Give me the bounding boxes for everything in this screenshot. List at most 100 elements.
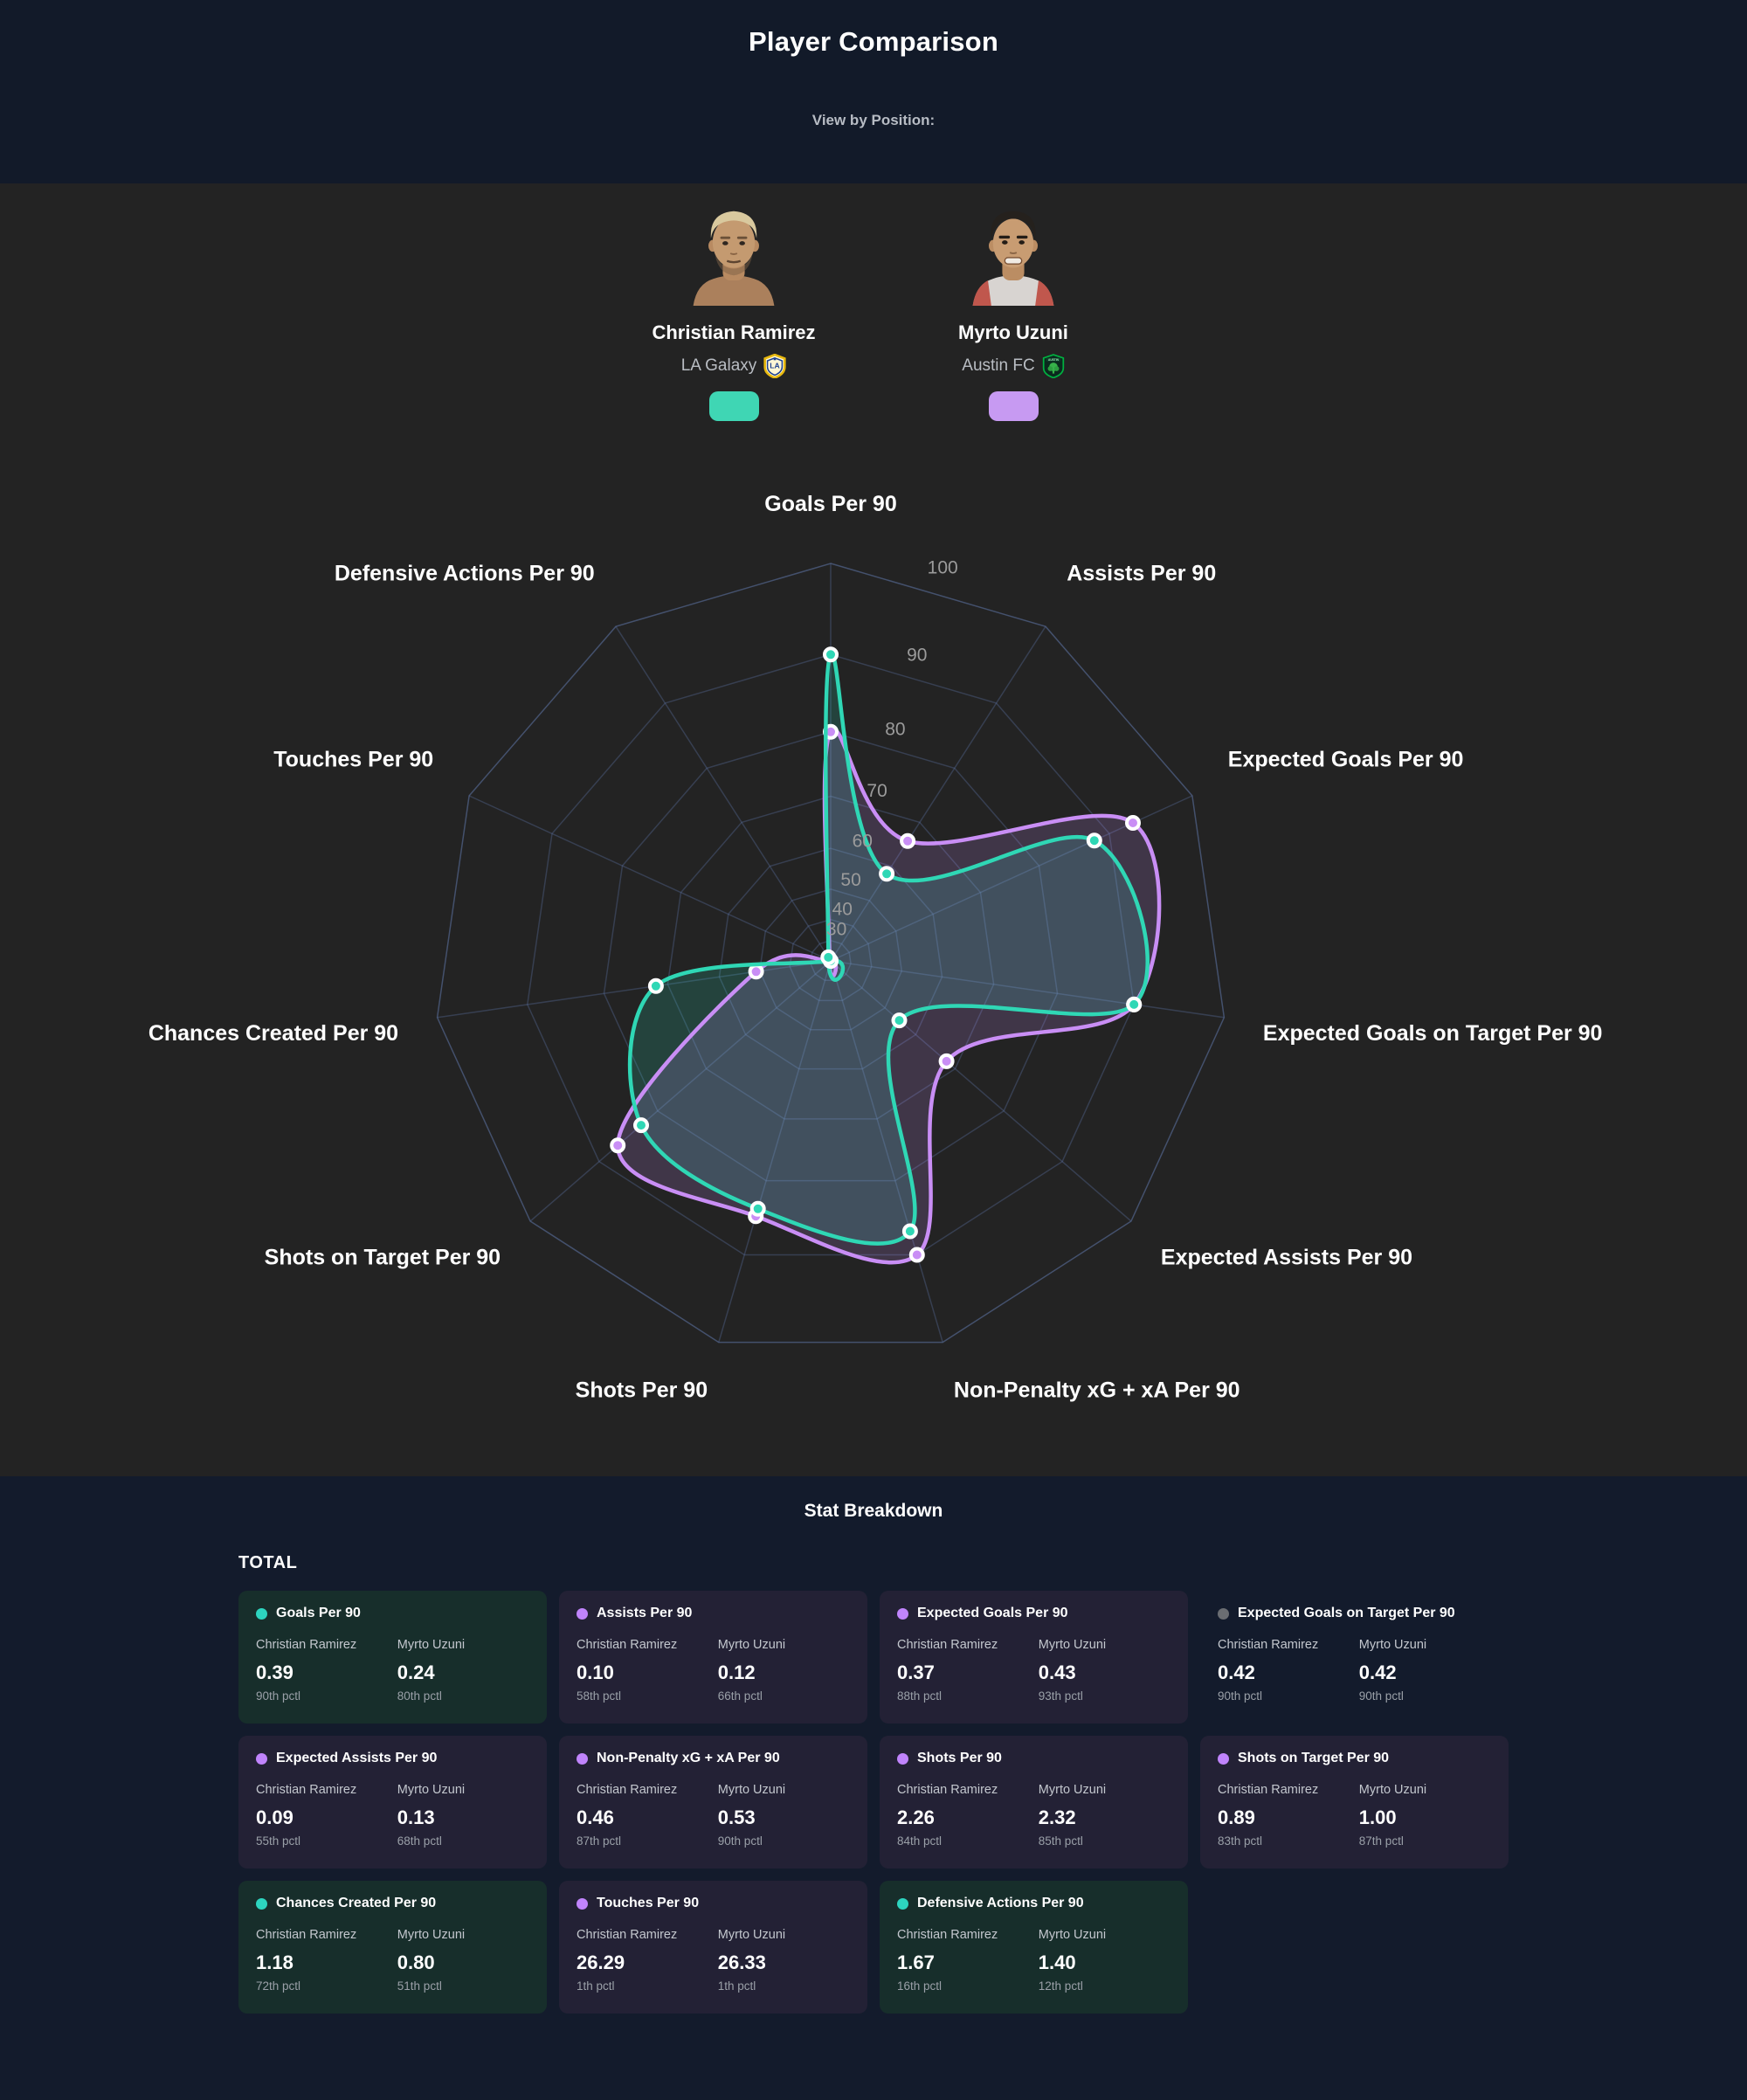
stat-winner-dot (256, 1752, 267, 1765)
radar-data-point-uzuni (1125, 815, 1141, 831)
stat-card-player1-column: Christian Ramirez 1.18 72th pctl (256, 1928, 397, 1993)
player2-value: 1.00 (1358, 1806, 1397, 1828)
stat-card: Non-Penalty xG + xA Per 90 Christian Rami… (559, 1736, 867, 1869)
player1-name: Christian Ramirez (577, 1928, 678, 1942)
svg-text:AUSTIN: AUSTIN (1048, 358, 1060, 362)
stat-winner-dot (1218, 1607, 1229, 1620)
player2-value: 0.42 (1358, 1661, 1397, 1683)
player2-name: Myrto Uzuni (1038, 1783, 1107, 1797)
player1-pctl: 1th pctl (577, 1979, 615, 1993)
radar-fill-ramirez (630, 653, 1148, 1244)
svg-text:60: 60 (853, 831, 873, 851)
player1-value: 0.39 (256, 1661, 293, 1683)
svg-text:100: 100 (928, 557, 958, 577)
player1-value: 0.10 (577, 1661, 614, 1683)
player2-pctl: 90th pctl (717, 1834, 763, 1848)
player1-name: Christian Ramirez (577, 1783, 678, 1797)
player-color-swatch (988, 391, 1039, 421)
player1-pctl: 87th pctl (577, 1834, 622, 1848)
stat-winner-dot (256, 1897, 267, 1910)
stat-breakdown-title: Stat Breakdown (804, 1501, 943, 1521)
stat-cards-grid: Goals Per 90 Christian Ramirez 0.39 90th pc… (238, 1591, 1509, 2014)
stat-winner-dot (897, 1752, 908, 1765)
radar-grid (436, 563, 1226, 1344)
radar-axis-labels: Goals Per 90 Assists Per 90 Expected Goals… (148, 492, 1603, 1403)
stat-winner-dot (897, 1897, 908, 1910)
stat-card-title: Chances Created Per 90 (276, 1896, 437, 1910)
radar-data-point-ramirez (891, 1012, 908, 1029)
player1-name: Christian Ramirez (897, 1638, 998, 1652)
total-label: TOTAL (238, 1553, 298, 1572)
player2-name: Myrto Uzuni (717, 1638, 786, 1652)
player1-name: Christian Ramirez (1218, 1783, 1319, 1797)
stat-card: Goals Per 90 Christian Ramirez 0.39 90th pc… (238, 1591, 547, 1724)
la-galaxy-badge-icon: LA (763, 354, 786, 378)
radar-data-point-ramirez (1126, 996, 1143, 1012)
player2-pctl: 1th pctl (717, 1979, 756, 1993)
player2-name: Myrto Uzuni (717, 1928, 786, 1942)
player1-name: Christian Ramirez (256, 1638, 357, 1652)
player1-pctl: 83th pctl (1218, 1834, 1263, 1848)
player2-pctl: 12th pctl (1038, 1979, 1083, 1993)
svg-text:30: 30 (826, 920, 846, 940)
radar-axis-label: Defensive Actions Per 90 (335, 561, 595, 585)
svg-text:40: 40 (832, 900, 853, 920)
stat-card-player1-column: Christian Ramirez 0.46 87th pctl (577, 1783, 718, 1848)
radar-data-point-uzuni (748, 964, 764, 980)
stat-card-player2-column: Myrto Uzuni 26.33 1th pctl (718, 1928, 850, 1993)
stat-card: Assists Per 90 Christian Ramirez 0.10 58th … (559, 1591, 867, 1724)
radar-data-point-uzuni (900, 832, 916, 849)
radar-data-point-ramirez (647, 977, 664, 994)
player2-pctl: 66th pctl (717, 1689, 763, 1703)
radar-axis-label: Shots on Target Per 90 (265, 1245, 501, 1269)
stat-card: Expected Assists Per 90 Christian Ramirez… (238, 1736, 547, 1869)
stat-card: Expected Goals Per 90 Christian Ramirez 0.… (880, 1591, 1188, 1724)
player1-name: Christian Ramirez (897, 1783, 998, 1797)
radar-axis-label: Expected Goals on Target Per 90 (1263, 1021, 1603, 1046)
radar-data-point-ramirez (901, 1223, 918, 1240)
radar-axis-label: Assists Per 90 (1067, 561, 1216, 585)
stat-card-player2-column: Myrto Uzuni 1.40 12th pctl (1039, 1928, 1170, 1993)
svg-text:50: 50 (840, 870, 860, 890)
stat-card-player1-column: Christian Ramirez 0.39 90th pctl (256, 1638, 397, 1703)
radar-axis-label: Goals Per 90 (764, 492, 896, 516)
radar-axis-label: Non-Penalty xG + xA Per 90 (954, 1378, 1240, 1403)
stat-winner-dot (577, 1752, 588, 1765)
player1-value: 0.89 (1218, 1806, 1255, 1828)
player1-pctl: 72th pctl (256, 1979, 301, 1993)
stat-card-player2-column: Myrto Uzuni 0.13 68th pctl (397, 1783, 529, 1848)
view-by-position-label: View by Position: (811, 112, 936, 128)
player1-pctl: 90th pctl (256, 1689, 301, 1703)
radar-axis-label: Chances Created Per 90 (148, 1021, 398, 1046)
stat-card: Shots Per 90 Christian Ramirez 2.26 84th pc… (880, 1736, 1188, 1869)
stat-card-player1-column: Christian Ramirez 0.89 83th pctl (1218, 1783, 1359, 1848)
player2-pctl: 80th pctl (397, 1689, 442, 1703)
stat-card-title: Shots Per 90 (917, 1751, 1002, 1765)
player1-name: Christian Ramirez (256, 1783, 357, 1797)
player-photo-uzuni (972, 211, 1054, 306)
stat-card-player2-column: Myrto Uzuni 0.53 90th pctl (718, 1783, 850, 1848)
radar-data-point-ramirez (749, 1200, 766, 1217)
player2-value: 0.43 (1038, 1661, 1076, 1683)
player-name: Myrto Uzuni (958, 321, 1068, 343)
stat-card-title: Goals Per 90 (276, 1606, 361, 1620)
team-line: LA Galaxy LA (633, 354, 834, 378)
team-name: Austin FC (962, 356, 1035, 375)
player2-name: Myrto Uzuni (1038, 1638, 1107, 1652)
stat-card-player1-column: Christian Ramirez 0.42 90th pctl (1218, 1638, 1359, 1703)
stat-card-player2-column: Myrto Uzuni 0.24 80th pctl (397, 1638, 529, 1703)
player-photo-ramirez (693, 211, 775, 306)
radar-axis-label: Expected Goals Per 90 (1228, 747, 1464, 771)
radar-data-point-ramirez (823, 646, 839, 663)
svg-text:80: 80 (885, 719, 905, 739)
players-row: Christian Ramirez LA Galaxy LA (0, 183, 1747, 446)
stat-card-player2-column: Myrto Uzuni 0.12 66th pctl (718, 1638, 850, 1703)
stat-winner-dot (256, 1607, 267, 1620)
player2-value: 0.12 (717, 1661, 756, 1683)
player2-pctl: 85th pctl (1038, 1834, 1083, 1848)
team-line: Austin FC AUSTIN (913, 354, 1114, 378)
player1-name: Christian Ramirez (577, 1638, 678, 1652)
player1-value: 0.09 (256, 1806, 293, 1828)
